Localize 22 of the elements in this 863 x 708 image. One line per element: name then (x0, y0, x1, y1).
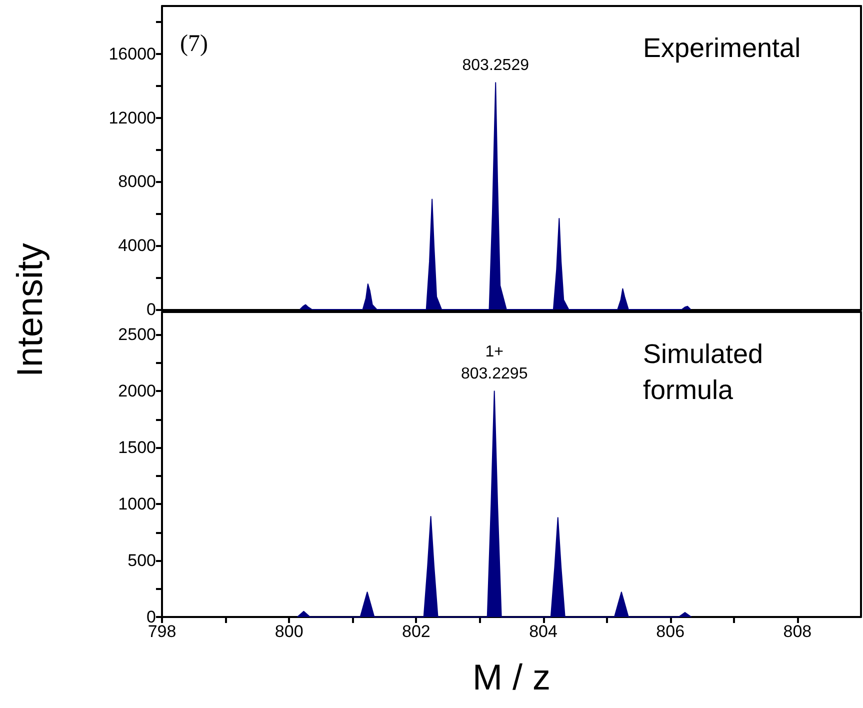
x-tick-label: 804 (529, 622, 558, 641)
y-tick-label: 0 (146, 300, 156, 319)
x-tick-label: 800 (274, 622, 304, 641)
x-tick-label: 806 (656, 622, 685, 641)
annotation: 803.2529 (462, 57, 530, 74)
y-tick-label: 12000 (108, 108, 156, 128)
annotation: Simulated formula (643, 339, 771, 405)
x-tick-label: 802 (402, 622, 430, 641)
y-tick-label: 500 (128, 551, 156, 570)
y-tick-label: 2000 (118, 382, 156, 401)
annotation: Experimental (643, 33, 801, 63)
y-axis-title: Intensity (9, 242, 51, 378)
annotation: 1+ 803.2295 (460, 344, 528, 383)
x-axis-title: M / z (472, 656, 550, 698)
y-tick-label: 4000 (118, 236, 156, 256)
annotation: (7) (180, 31, 208, 57)
y-tick-label: 8000 (118, 172, 156, 192)
y-tick-label: 1000 (118, 494, 156, 514)
y-tick-label: 1500 (118, 438, 156, 458)
x-tick-label: 808 (783, 622, 812, 641)
y-tick-label: 16000 (108, 44, 156, 64)
y-tick-label: 2500 (118, 325, 156, 344)
